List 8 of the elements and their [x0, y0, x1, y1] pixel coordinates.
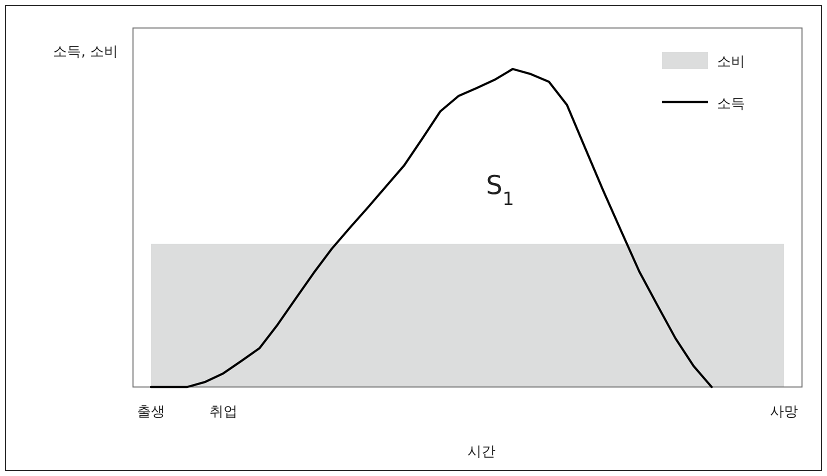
x-tick-label: 출생 [137, 404, 165, 420]
x-tick-label: 취업 [209, 404, 238, 420]
annotation: S$_{1}$ [486, 171, 514, 210]
y-axis-title: 소득, 소비 [53, 44, 118, 60]
x-tick-label: 사망 [770, 404, 798, 420]
x-axis-title: 시간 [468, 444, 496, 460]
legend-label: 소득 [717, 96, 745, 112]
legend-label: 소비 [717, 54, 745, 70]
